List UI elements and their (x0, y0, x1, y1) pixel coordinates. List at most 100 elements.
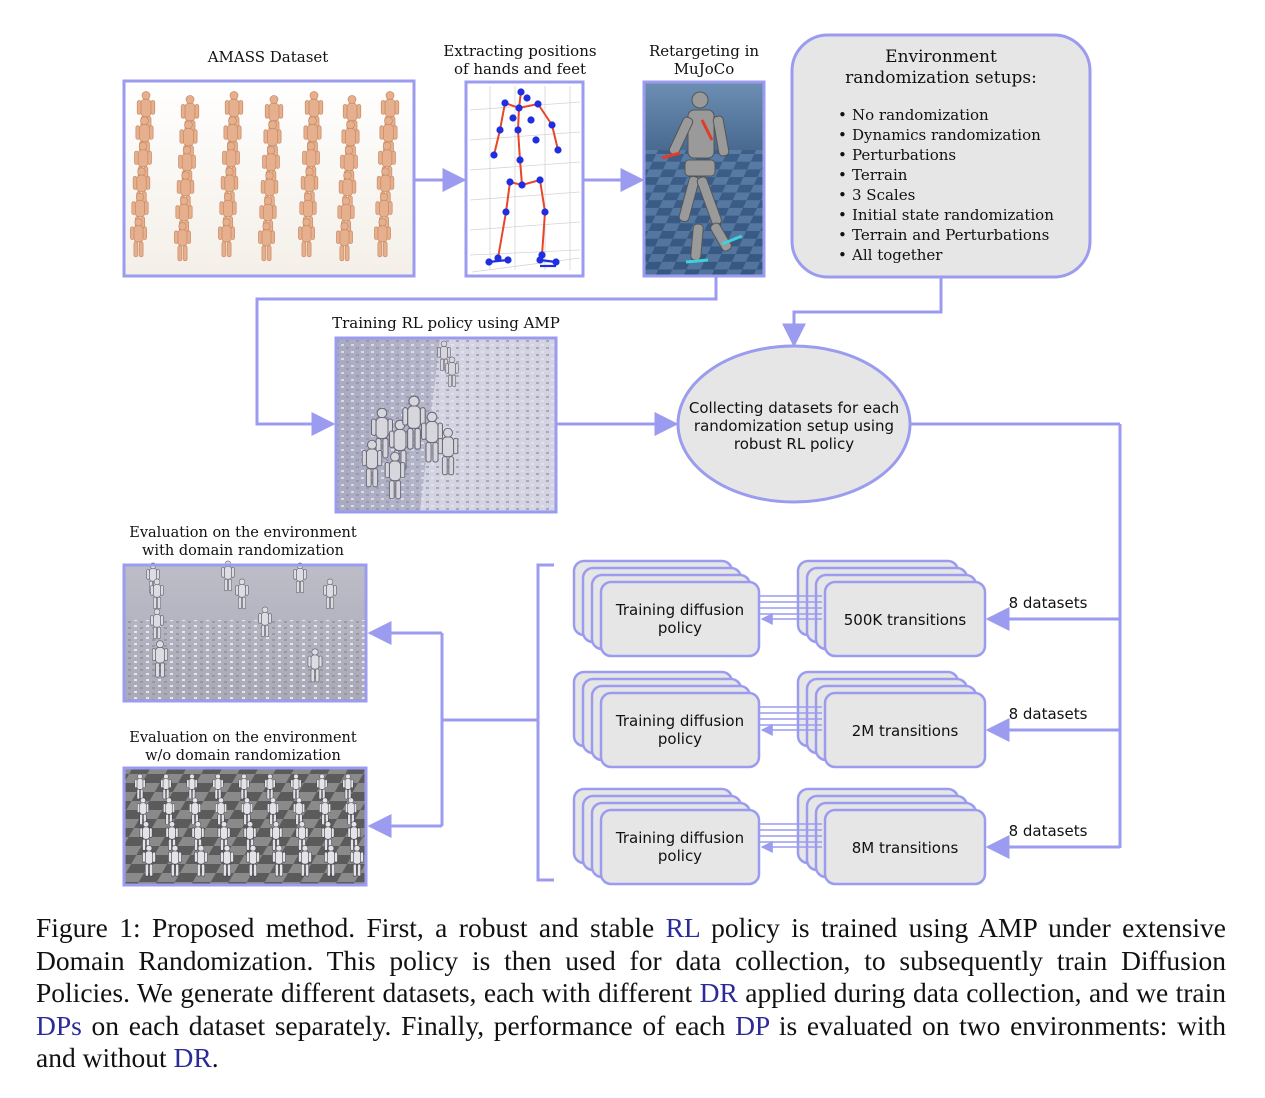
humanoid-figure (176, 171, 195, 212)
env-item-bullet: • (838, 186, 847, 204)
humanoid-figure (139, 821, 153, 851)
acronym-link-dp[interactable]: DP (735, 1009, 770, 1041)
joint-marker (517, 88, 525, 96)
humanoid-figure (307, 648, 323, 683)
humanoid-figure (350, 845, 364, 877)
joint-marker (523, 94, 531, 102)
humanoid-figure (142, 845, 156, 877)
humanoid-figure (437, 427, 459, 476)
humanoid-figure (336, 222, 353, 262)
joint-marker (515, 104, 523, 112)
caption-text-2: policy is trained using AMP under extens… (36, 912, 1226, 1008)
humanoid-figure (374, 218, 391, 258)
humanoid-figure (220, 845, 234, 877)
eval-dr-label-line2: with domain randomization (142, 543, 344, 559)
humanoid-figure (218, 218, 235, 258)
env-item-bullet: • (838, 246, 847, 264)
collect-line1: Collecting datasets for each (689, 399, 899, 417)
joint-marker (509, 114, 517, 122)
humanoid-figure (272, 845, 286, 877)
policy-label-line2: policy (658, 730, 702, 748)
env-item-bullet: • (838, 166, 847, 184)
policy-stack-card (599, 691, 761, 769)
joint-marker (518, 181, 526, 189)
joint-marker (534, 100, 542, 108)
arrow-env-to-collect (782, 277, 943, 348)
datasets-count-label: 8 datasets (1009, 822, 1088, 840)
joint-marker (532, 136, 540, 144)
skeleton-image (464, 80, 585, 278)
humanoid-figure (130, 218, 147, 258)
method-diagram: AMASS Dataset Extracting positions of ha… (122, 33, 1122, 887)
extract-label-line1: Extracting positions (443, 42, 596, 60)
arrow-mujoco-to-amp (255, 277, 718, 436)
acronym-link-dps[interactable]: DPs (36, 1009, 82, 1041)
joint-marker (501, 99, 509, 107)
env-item-bullet: • (838, 146, 847, 164)
training-rl-label: Training RL policy using AMP (332, 314, 560, 332)
humanoid-figure (189, 797, 201, 825)
transitions-stack-card (823, 691, 987, 769)
acronym-link-rl[interactable]: RL (665, 912, 700, 943)
transitions-stack-card (823, 580, 987, 658)
env-item-bullet: • (838, 126, 847, 144)
humanoid-figure (316, 773, 328, 800)
caption-text-3: applied during data collection, and we t… (737, 977, 1227, 1008)
humanoid-figure (165, 821, 179, 851)
humanoid-figure (235, 578, 249, 610)
env-item-bullet: • (838, 226, 847, 244)
policy-label-line1: Training diffusion (615, 712, 744, 730)
transitions-label: 500K transitions (844, 611, 967, 629)
joint-marker (514, 126, 522, 134)
datasets-count-label: 8 datasets (1009, 594, 1088, 612)
humanoid-figure (361, 439, 383, 488)
mujoco-image (642, 80, 766, 278)
acronym-link-dr[interactable]: DR (699, 977, 738, 1008)
humanoid-figure (194, 845, 208, 877)
env-item-bullet: • (838, 206, 847, 224)
env-item: All together (851, 246, 943, 264)
retarget-label-line1: Retargeting in (649, 42, 759, 60)
humanoid-figure (290, 773, 302, 800)
humanoid-figure (215, 797, 227, 825)
joint-marker (496, 126, 504, 134)
collect-line3: robust RL policy (734, 435, 854, 453)
amass-image (122, 79, 416, 278)
humanoid-figure (264, 95, 284, 138)
humanoid-figure (238, 773, 250, 800)
transitions-stack-card (823, 808, 987, 886)
env-item: Terrain and Perturbations (852, 226, 1049, 244)
humanoid-figure (134, 141, 152, 183)
transitions-label: 8M transitions (852, 839, 959, 857)
eval-nodr-image (122, 766, 368, 887)
humanoid-figure (163, 797, 175, 825)
humanoid-figure (186, 773, 198, 800)
humanoid-figure (212, 773, 224, 800)
joint-marker (554, 146, 562, 154)
env-item: Dynamics randomization (852, 126, 1041, 144)
caption-text-5: is evaluated on two environments: with a… (36, 1009, 1227, 1074)
humanoid-figure (168, 845, 182, 877)
amass-label: AMASS Dataset (207, 48, 329, 66)
env-randomization-box: Environment randomization setups: • No ra… (790, 33, 1092, 279)
humanoid-figure (402, 395, 426, 450)
env-box-title-line2: randomization setups: (845, 68, 1037, 88)
humanoid-figure (150, 578, 164, 610)
policy-label-line2: policy (658, 619, 702, 637)
humanoid-figure (319, 797, 331, 825)
humanoid-figure (323, 578, 337, 610)
policy-label-line2: policy (658, 847, 702, 865)
joint-marker (490, 151, 498, 159)
humanoid-figure (445, 356, 459, 388)
eval-dr-image (122, 560, 368, 703)
humanoid-figure (191, 821, 205, 851)
humanoid-figure (151, 640, 169, 678)
collect-line2: randomization setup using (694, 417, 894, 435)
humanoid-figure (150, 608, 164, 640)
policy-label-line1: Training diffusion (615, 601, 744, 619)
acronym-link-dr-2[interactable]: DR (173, 1042, 212, 1073)
humanoid-figure (298, 845, 312, 877)
